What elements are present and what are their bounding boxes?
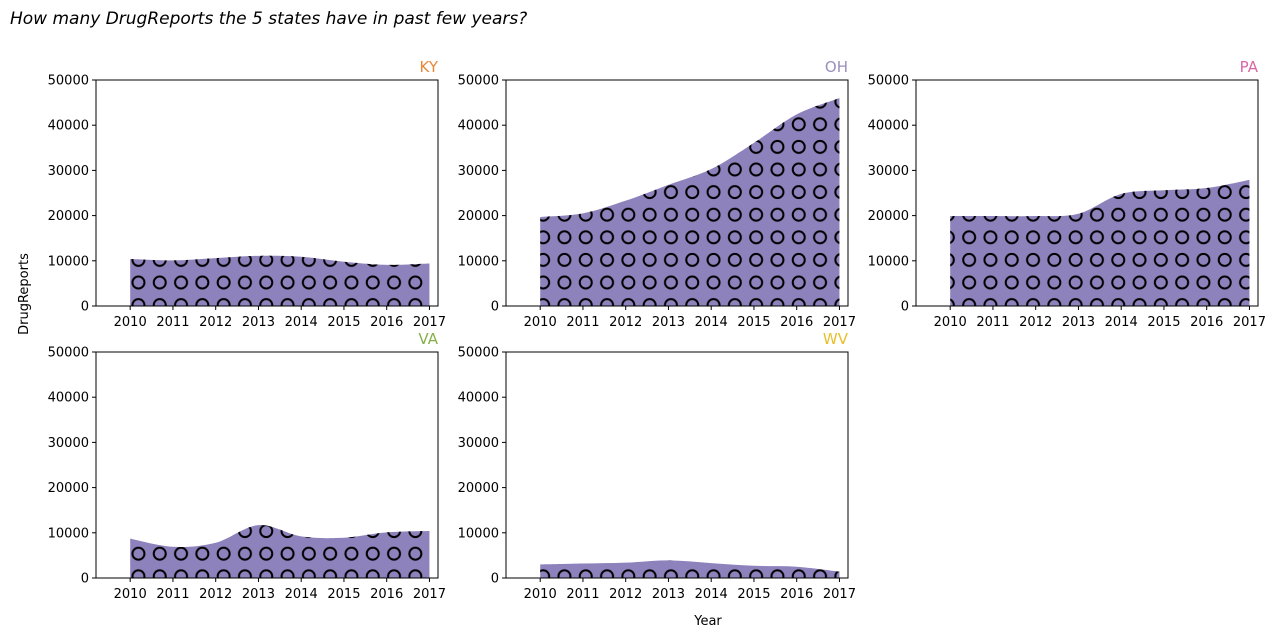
axes-frame-oh xyxy=(505,79,849,307)
x-tick-label-oh: 2014 xyxy=(695,315,728,330)
area-hatch-va xyxy=(130,525,430,578)
x-tick-label-wv: 2010 xyxy=(524,587,557,602)
y-tick-label-ky: 0 xyxy=(81,300,89,315)
x-tick-label-oh: 2012 xyxy=(609,315,642,330)
x-tick-label-oh: 2010 xyxy=(524,315,557,330)
y-tick-label-ky: 40000 xyxy=(48,119,89,134)
area-hatch-ky xyxy=(130,255,430,306)
y-tick-label-oh: 40000 xyxy=(458,119,499,134)
x-tick-label-ky: 2015 xyxy=(327,315,360,330)
x-tick-label-pa: 2015 xyxy=(1147,315,1180,330)
y-tick-label-ky: 50000 xyxy=(48,74,89,89)
axes-frame-ky xyxy=(95,79,439,307)
chart-title: How many DrugReports the 5 states have i… xyxy=(10,9,527,29)
y-tick-label-wv: 50000 xyxy=(458,346,499,361)
y-tick-label-va: 0 xyxy=(81,572,89,587)
x-tick-label-wv: 2014 xyxy=(695,587,728,602)
x-tick-label-pa: 2016 xyxy=(1190,315,1223,330)
x-tick-label-va: 2017 xyxy=(413,587,446,602)
x-tick-label-wv: 2011 xyxy=(566,587,599,602)
x-tick-label-pa: 2017 xyxy=(1233,315,1266,330)
y-axis-label: DrugReports xyxy=(17,253,32,335)
x-tick-label-ky: 2010 xyxy=(114,315,147,330)
x-tick-label-pa: 2010 xyxy=(934,315,967,330)
x-tick-label-ky: 2017 xyxy=(413,315,446,330)
area-hatch-pa xyxy=(950,179,1250,306)
x-tick-label-va: 2014 xyxy=(285,587,318,602)
x-tick-label-wv: 2016 xyxy=(780,587,813,602)
y-tick-label-ky: 20000 xyxy=(48,209,89,224)
y-tick-label-oh: 20000 xyxy=(458,209,499,224)
y-tick-label-ky: 10000 xyxy=(48,254,89,269)
x-tick-label-va: 2011 xyxy=(156,587,189,602)
x-tick-label-wv: 2017 xyxy=(823,587,856,602)
x-tick-label-oh: 2016 xyxy=(780,315,813,330)
y-tick-label-oh: 0 xyxy=(491,300,499,315)
x-tick-label-ky: 2011 xyxy=(156,315,189,330)
panel-title-pa: PA xyxy=(1240,58,1259,76)
y-tick-label-pa: 20000 xyxy=(868,209,909,224)
y-tick-label-wv: 0 xyxy=(491,572,499,587)
x-tick-label-pa: 2012 xyxy=(1019,315,1052,330)
panel-title-va: VA xyxy=(418,330,438,348)
x-tick-label-oh: 2017 xyxy=(823,315,856,330)
y-tick-label-wv: 30000 xyxy=(458,436,499,451)
x-tick-label-wv: 2013 xyxy=(652,587,685,602)
x-tick-label-va: 2015 xyxy=(327,587,360,602)
panel-wv: 0 10000 20000 30000 40000 50000 2010 2011 2012 20… xyxy=(458,330,856,602)
y-tick-label-va: 50000 xyxy=(48,346,89,361)
x-tick-label-oh: 2013 xyxy=(652,315,685,330)
y-tick-label-pa: 0 xyxy=(901,300,909,315)
panel-title-ky: KY xyxy=(420,58,439,76)
panels: 0 10000 20000 30000 40000 50000 2010 2011 2012 20… xyxy=(48,58,1266,602)
panel-oh: 0 10000 20000 30000 40000 50000 2010 2011 2012 20… xyxy=(458,58,856,330)
panel-title-oh: OH xyxy=(825,58,848,76)
x-tick-label-pa: 2014 xyxy=(1105,315,1138,330)
area-hatch-wv xyxy=(540,560,840,578)
y-tick-label-va: 10000 xyxy=(48,526,89,541)
x-tick-label-oh: 2015 xyxy=(737,315,770,330)
x-tick-label-va: 2013 xyxy=(242,587,275,602)
y-tick-label-wv: 40000 xyxy=(458,391,499,406)
panel-va: 0 10000 20000 30000 40000 50000 2010 2011 2012 20… xyxy=(48,330,446,602)
x-tick-label-ky: 2012 xyxy=(199,315,232,330)
axes-frame-va xyxy=(95,351,439,579)
x-tick-label-wv: 2015 xyxy=(737,587,770,602)
y-tick-label-pa: 10000 xyxy=(868,254,909,269)
x-tick-label-va: 2016 xyxy=(370,587,403,602)
x-tick-label-oh: 2011 xyxy=(566,315,599,330)
x-tick-label-pa: 2011 xyxy=(976,315,1009,330)
y-tick-label-va: 30000 xyxy=(48,436,89,451)
axes-frame-pa xyxy=(915,79,1259,307)
y-tick-label-pa: 50000 xyxy=(868,74,909,89)
y-tick-label-va: 40000 xyxy=(48,391,89,406)
y-tick-label-oh: 10000 xyxy=(458,254,499,269)
x-tick-label-va: 2010 xyxy=(114,587,147,602)
y-tick-label-pa: 30000 xyxy=(868,164,909,179)
y-tick-label-oh: 30000 xyxy=(458,164,499,179)
x-tick-label-va: 2012 xyxy=(199,587,232,602)
y-tick-label-ky: 30000 xyxy=(48,164,89,179)
y-tick-label-oh: 50000 xyxy=(458,74,499,89)
x-tick-label-wv: 2012 xyxy=(609,587,642,602)
y-tick-label-va: 20000 xyxy=(48,481,89,496)
x-tick-label-pa: 2013 xyxy=(1062,315,1095,330)
x-axis-label: Year xyxy=(693,614,722,629)
x-tick-label-ky: 2016 xyxy=(370,315,403,330)
panel-pa: 0 10000 20000 30000 40000 50000 2010 2011 2012 20… xyxy=(868,58,1266,330)
y-tick-label-wv: 10000 xyxy=(458,526,499,541)
panel-ky: 0 10000 20000 30000 40000 50000 2010 2011 2012 20… xyxy=(48,58,446,330)
y-tick-label-pa: 40000 xyxy=(868,119,909,134)
panel-title-wv: WV xyxy=(823,330,849,348)
x-tick-label-ky: 2013 xyxy=(242,315,275,330)
y-tick-label-wv: 20000 xyxy=(458,481,499,496)
axes-frame-wv xyxy=(505,351,849,579)
x-tick-label-ky: 2014 xyxy=(285,315,318,330)
area-hatch-oh xyxy=(540,98,840,306)
